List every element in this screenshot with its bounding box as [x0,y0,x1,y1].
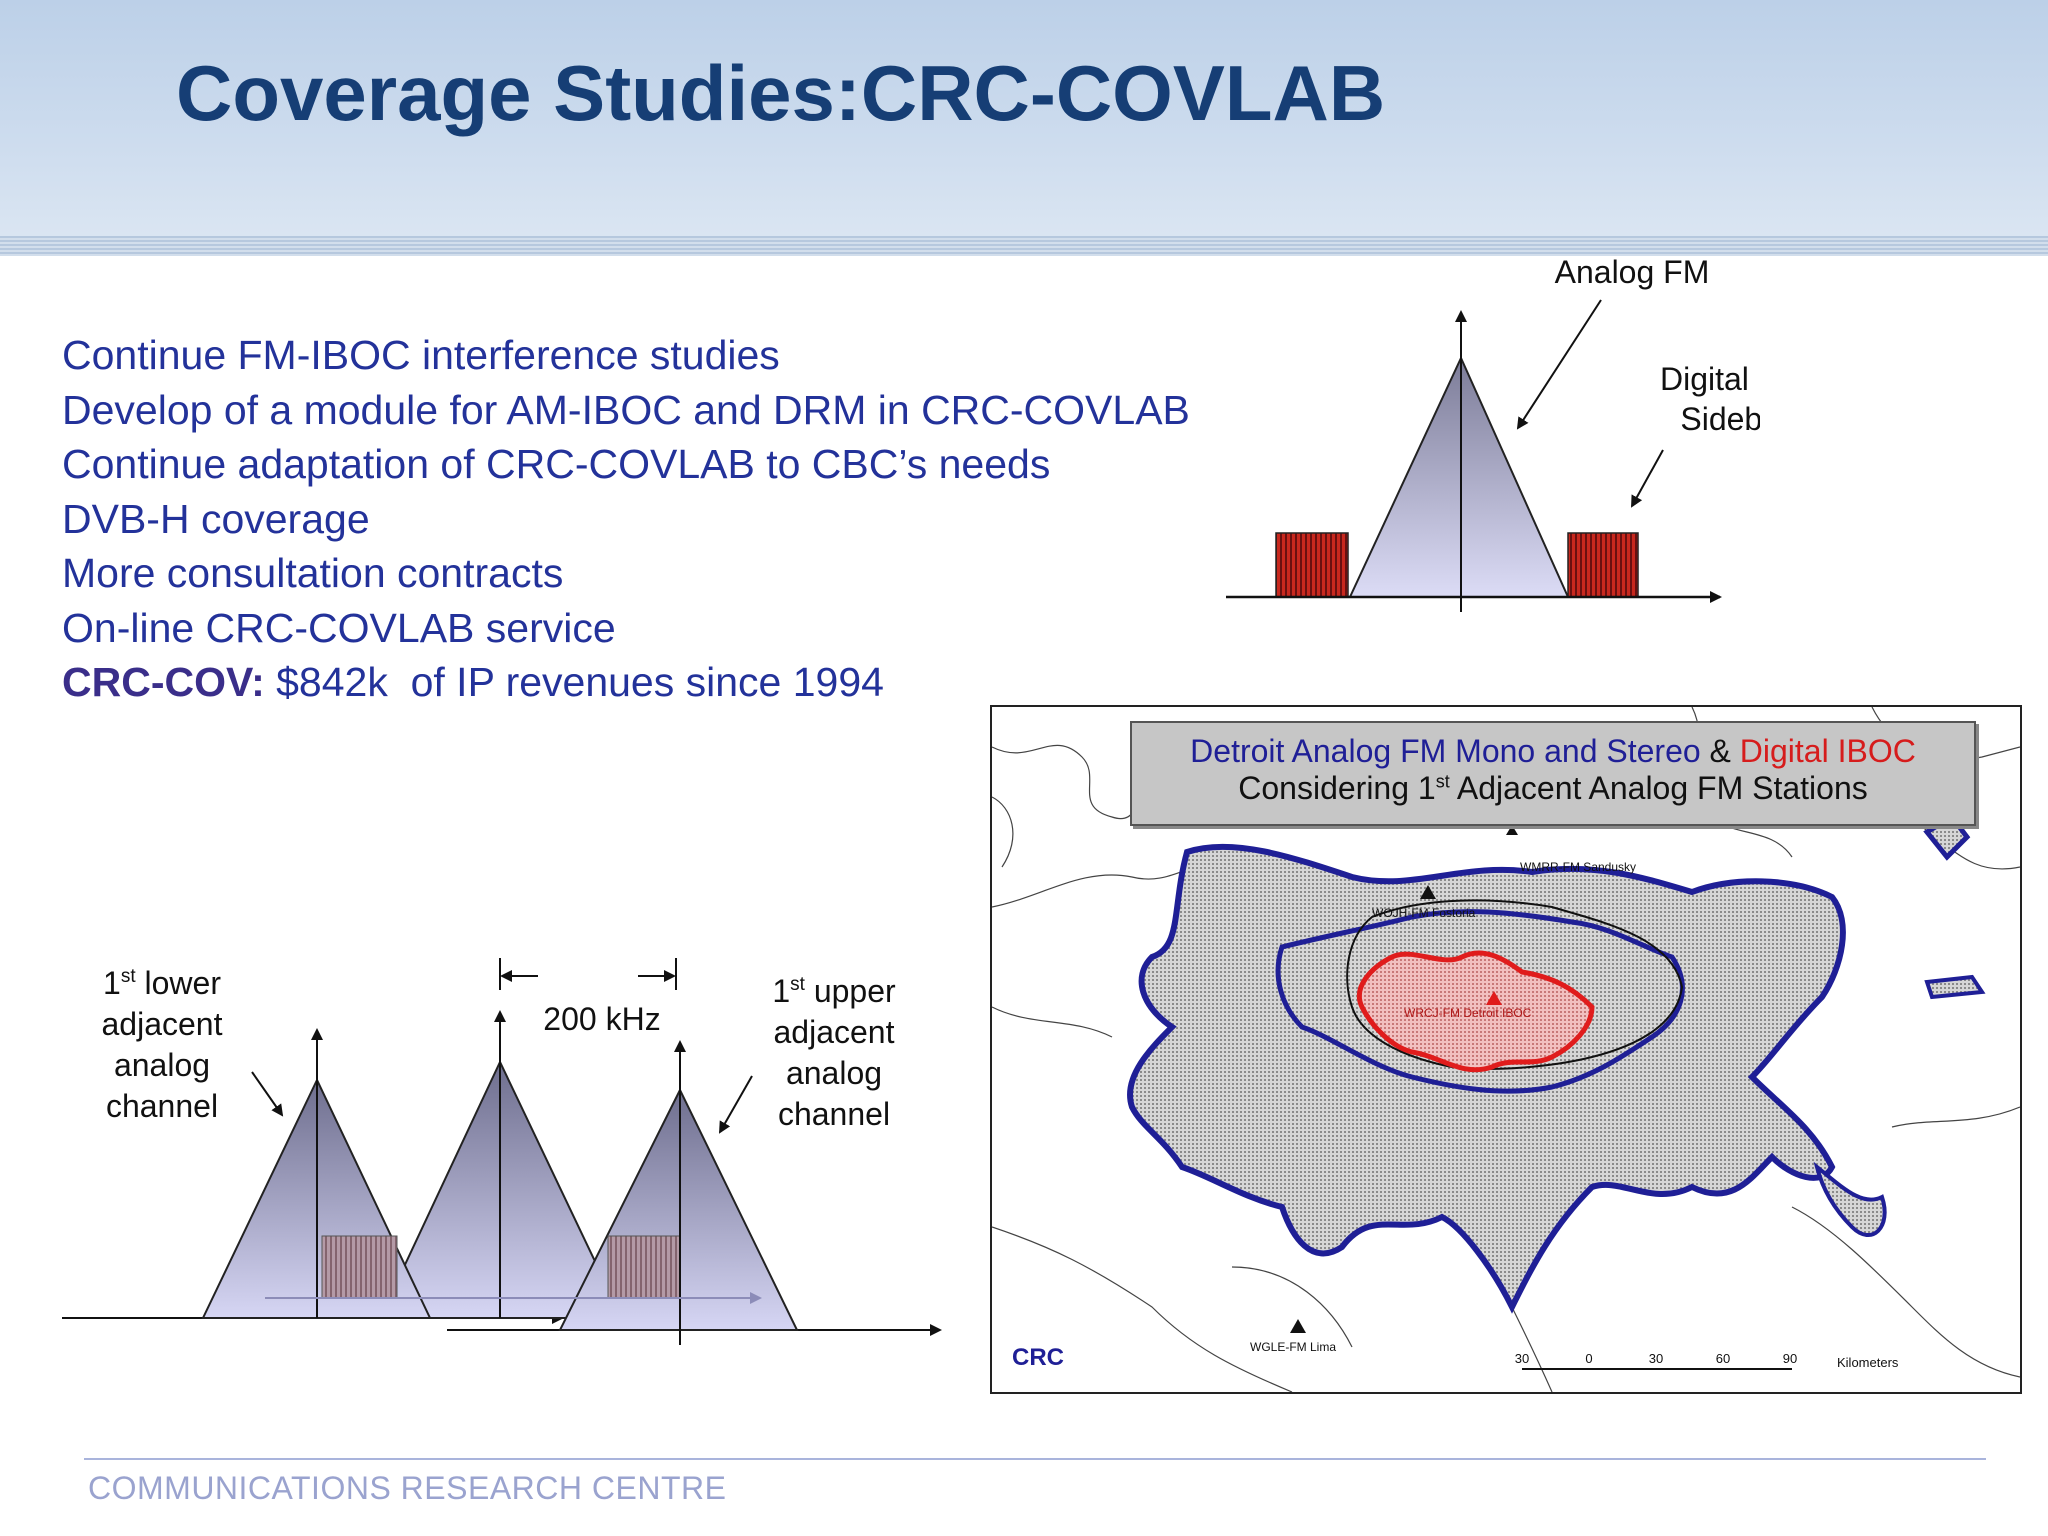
scale-tick-label: 90 [1783,1351,1797,1366]
spectrum-diagram: Analog FM Digital IBOC Sideband [1226,254,1760,612]
lower-label-sup: st [121,966,137,987]
header-stripe [0,236,2048,256]
scale-unit-label: Kilometers [1837,1355,1899,1370]
digital-iboc-coverage [1356,950,1595,1073]
legend-analog: Detroit Analog FM Mono and Stereo [1190,733,1701,769]
analog-contour-black [1346,899,1684,1070]
crc-logo: CRC [1012,1344,1064,1371]
lower-label-num: 1 [103,965,121,1001]
legend-line2-sup: st [1435,771,1450,792]
scale-tick-label: 60 [1716,1351,1730,1366]
bullet-item: DVB-H coverage [62,495,370,542]
upper-channel-label-2: adjacent [774,1014,895,1050]
bullet-item: Develop of a module for AM-IBOC and DRM … [62,386,1190,433]
upper-channel-label: 1st upper [772,973,896,1009]
slide-header: Coverage Studies:CRC-COVLAB [0,0,2048,256]
lower-channel-label-4: channel [106,1088,218,1124]
station-marker-left [1420,885,1436,899]
bullet-list: Continue FM-IBOC interference studies De… [62,328,1190,710]
bullet-item-revenue: CRC-COV: $842k of IP revenues since 1994 [62,655,1190,710]
digital-sideband-left [1275,532,1349,598]
lower-channel-label-2: adjacent [102,1006,223,1042]
legend-line-2: Considering 1st Adjacent Analog FM Stati… [1132,770,1974,807]
upper-iboc-sideband [607,1235,681,1299]
island-2 [1924,974,1986,1000]
legend-amp: & [1700,733,1740,769]
legend-line2-pre: Considering 1 [1238,770,1436,806]
legend-line2-post: Adjacent Analog FM Stations [1449,770,1868,806]
island-3 [1813,1161,1887,1237]
bullet-item: Continue FM-IBOC interference studies [62,332,780,378]
analog-fm-triangle [1348,355,1570,598]
upper-channel-label-3: analog [786,1055,882,1091]
lower-iboc-sideband [321,1235,398,1299]
adjacent-channel-diagram: 200 kHz 1st lower adjacent analog channe… [62,958,942,1345]
station-label-sandusky: WMRR-FM Sandusky [1520,860,1636,874]
station-marker-detroit [1486,991,1502,1005]
footer-text: COMMUNICATIONS RESEARCH CENTRE [88,1470,727,1506]
lower-channel-label-3: analog [114,1047,210,1083]
scale-tick-label: 0 [1585,1351,1592,1366]
revenue-label: CRC-COV: [62,659,265,705]
coverage-map: WMRR-FM Sandusky WOJH-FM Fostoria WRCJ-F… [990,705,2022,1394]
bullet-item: More consultation contracts [62,550,564,596]
station-label-detroit: WRCJ-FM Detroit IBOC [1404,1006,1532,1020]
station-label-left: WOJH-FM Fostoria [1372,906,1476,920]
legend-line-1: Detroit Analog FM Mono and Stereo & Digi… [1132,733,1974,770]
station-marker-lima [1290,1319,1306,1333]
scale-tick-label: 30 [1515,1351,1529,1366]
footer-divider [84,1458,1986,1460]
sideband-label: Sideband [1680,401,1760,437]
digital-iboc-label: Digital IBOC [1660,361,1760,397]
revenue-text: $842k of IP revenues since 1994 [264,659,884,705]
slide-title: Coverage Studies:CRC-COVLAB [176,49,1386,137]
station-label-lima: WGLE-FM Lima [1250,1340,1336,1354]
bullet-item: On-line CRC-COVLAB service [62,604,616,651]
upper-label-num: 1 [772,973,790,1009]
station-marker-sandusky [1506,825,1518,835]
upper-pointer-arrow [719,1075,753,1134]
legend-digital: Digital IBOC [1739,733,1916,769]
bullet-item: Continue adaptation of CRC-COVLAB to CBC… [62,441,1051,487]
lower-label-rest: lower [136,965,222,1001]
analog-pointer-arrow [1516,299,1602,430]
upper-label-sup: st [790,974,806,995]
spacing-label: 200 kHz [543,1001,660,1037]
analog-fm-label: Analog FM [1555,254,1710,290]
lower-pointer-arrow [251,1071,284,1117]
scale-tick-label: 30 [1649,1351,1663,1366]
digital-pointer-arrow [1631,449,1664,508]
map-legend: Detroit Analog FM Mono and Stereo & Digi… [1130,721,1976,826]
lower-channel-label: 1st lower [103,965,221,1001]
digital-sideband-right [1567,532,1639,598]
upper-channel-label-4: channel [778,1096,890,1132]
upper-label-rest: upper [805,973,896,1009]
